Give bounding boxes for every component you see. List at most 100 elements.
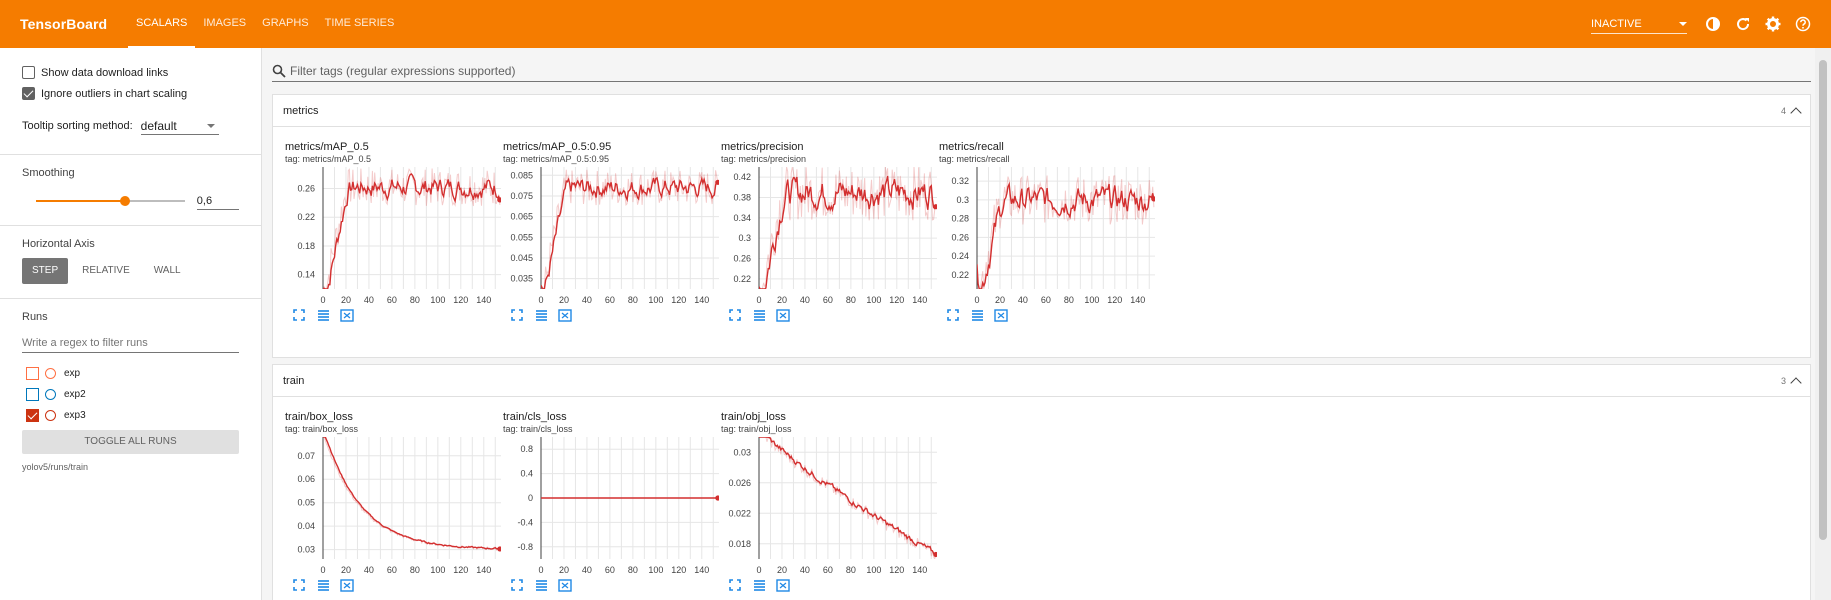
axis-relative-button[interactable]: RELATIVE [82,265,130,276]
run-checkbox[interactable] [26,388,39,401]
x-tick-label: 0 [320,565,325,575]
data-list-icon[interactable] [533,307,549,323]
caret-down-icon [206,123,215,128]
run-color-icon[interactable] [45,410,56,421]
inactive-plugins-select[interactable]: INACTIVE [1591,14,1687,34]
data-list-icon[interactable] [533,577,549,593]
fit-domain-icon[interactable] [775,577,791,593]
brand-title: TensorBoard [20,16,108,32]
refresh-icon[interactable] [1733,14,1753,34]
y-tick-label: 0.065 [510,212,533,222]
x-tick-label: 120 [453,295,468,305]
ignore-outliers-option[interactable]: Ignore outliers in chart scaling [22,83,239,104]
fit-domain-icon[interactable] [993,307,1009,323]
expand-icon[interactable] [509,307,525,323]
help-icon[interactable] [1793,14,1813,34]
fit-domain-icon[interactable] [339,307,355,323]
axis-step-button[interactable]: STEP [22,258,69,284]
x-tick-label: 20 [341,295,351,305]
group-name: metrics [283,104,319,117]
smoothing-slider-thumb[interactable] [120,196,131,206]
y-tick-label: -0.4 [517,517,533,527]
data-list-icon[interactable] [969,307,985,323]
tab-scalars[interactable]: SCALARS [128,0,196,48]
data-list-icon[interactable] [751,307,767,323]
data-list-icon[interactable] [315,307,331,323]
chevron-up-icon[interactable] [1790,376,1802,389]
chart-svg[interactable]: 0.32 0.3 0.28 0.26 0.24 0.22 0 20 40 60 80 100 120 14… [939,165,1155,305]
group-count: 4 [1780,105,1786,116]
run-item-exp3[interactable]: exp3 [26,405,239,426]
data-list-icon[interactable] [751,577,767,593]
runs-filter-input[interactable]: Write a regex to filter runs [22,333,239,353]
group-card-train: train 3 train/box_loss tag: train/box_los… [272,364,1811,600]
chart-svg[interactable]: 0.085 0.075 0.065 0.055 0.045 0.035 0 20 40 60 80 1… [503,165,719,305]
axis-wall-button[interactable]: WALL [153,265,181,276]
tab-images[interactable]: IMAGES [203,17,247,29]
run-item-exp2[interactable]: exp2 [26,384,239,405]
fit-domain-icon[interactable] [557,577,573,593]
x-tick-label: 40 [800,295,810,305]
fit-domain-icon[interactable] [339,577,355,593]
run-item-exp[interactable]: exp [26,363,239,384]
chevron-up-icon[interactable] [1790,106,1802,119]
show-download-links-checkbox[interactable] [22,66,35,79]
x-tick-label: 120 [453,565,468,575]
chart-title: train/cls_loss [503,411,567,423]
smoothing-input[interactable]: 0,6 [196,192,239,210]
page-scrollbar[interactable] [1815,48,1831,600]
chart-title: metrics/precision [721,141,804,153]
x-tick-label: 120 [889,565,904,575]
x-tick-label: 20 [777,565,787,575]
scalar-chart-card: metrics/precision tag: metrics/precision 0… [721,141,975,341]
tooltip-sorting-select[interactable]: default [140,117,219,135]
ignore-outliers-checkbox[interactable] [22,87,35,100]
run-checkbox[interactable] [26,409,39,422]
chart-tag: tag: train/obj_loss [721,424,792,434]
expand-icon[interactable] [291,577,307,593]
x-tick-label: 60 [605,295,615,305]
y-tick-label: 0.28 [951,214,969,224]
settings-icon[interactable] [1763,14,1783,34]
y-tick-label: 0.022 [728,508,751,518]
y-tick-label: 0.22 [297,212,315,222]
expand-icon[interactable] [727,307,743,323]
fit-domain-icon[interactable] [557,307,573,323]
data-list-icon[interactable] [315,577,331,593]
smoothing-slider[interactable] [36,196,185,206]
chart-svg[interactable]: 0.8 0.4 0 -0.4 -0.8 0 20 40 60 80 100 120 140 [503,435,719,575]
tag-filter[interactable]: Filter tags (regular expressions support… [272,60,1811,82]
chart-svg[interactable]: 0.03 0.026 0.022 0.018 0 20 40 60 80 100 120 140 [721,435,937,575]
run-name: exp [64,368,81,379]
scalar-chart-card: metrics/mAP_0.5:0.95 tag: metrics/mAP_0.5… [503,141,757,341]
main-content: Filter tags (regular expressions support… [270,48,1813,600]
expand-icon[interactable] [509,577,525,593]
group-header[interactable]: train 3 [273,365,1810,397]
brightness-icon[interactable] [1703,14,1723,34]
run-checkbox[interactable] [26,367,39,380]
group-header[interactable]: metrics 4 [273,95,1810,127]
chart-svg[interactable]: 0.07 0.06 0.05 0.04 0.03 0 20 40 60 80 100 120 140 [285,435,501,575]
chart-title: train/box_loss [285,411,353,423]
toggle-all-runs-button[interactable]: TOGGLE ALL RUNS [22,430,239,454]
x-tick-label: 100 [430,295,445,305]
x-tick-label: 20 [559,565,569,575]
chart-svg[interactable]: 0.42 0.38 0.34 0.3 0.26 0.22 0 20 40 60 80 100 120 14… [721,165,937,305]
expand-icon[interactable] [291,307,307,323]
scrollbar-thumb[interactable] [1819,60,1827,540]
x-tick-label: 60 [823,295,833,305]
tab-graphs[interactable]: GRAPHS [262,17,309,29]
run-color-icon[interactable] [45,368,56,379]
y-tick-label: -0.8 [517,542,533,552]
expand-icon[interactable] [945,307,961,323]
y-tick-label: 0.26 [297,184,315,194]
chart-svg[interactable]: 0.26 0.22 0.18 0.14 0 20 40 60 80 100 120 140 [285,165,501,305]
run-color-icon[interactable] [45,389,56,400]
x-tick-label: 120 [1107,295,1122,305]
expand-icon[interactable] [727,577,743,593]
tab-time-series[interactable]: TIME SERIES [324,17,395,29]
show-download-links-option[interactable]: Show data download links [22,62,239,83]
smoothed-series-line [977,181,1155,289]
chart-tag: tag: train/box_loss [285,424,359,434]
fit-domain-icon[interactable] [775,307,791,323]
